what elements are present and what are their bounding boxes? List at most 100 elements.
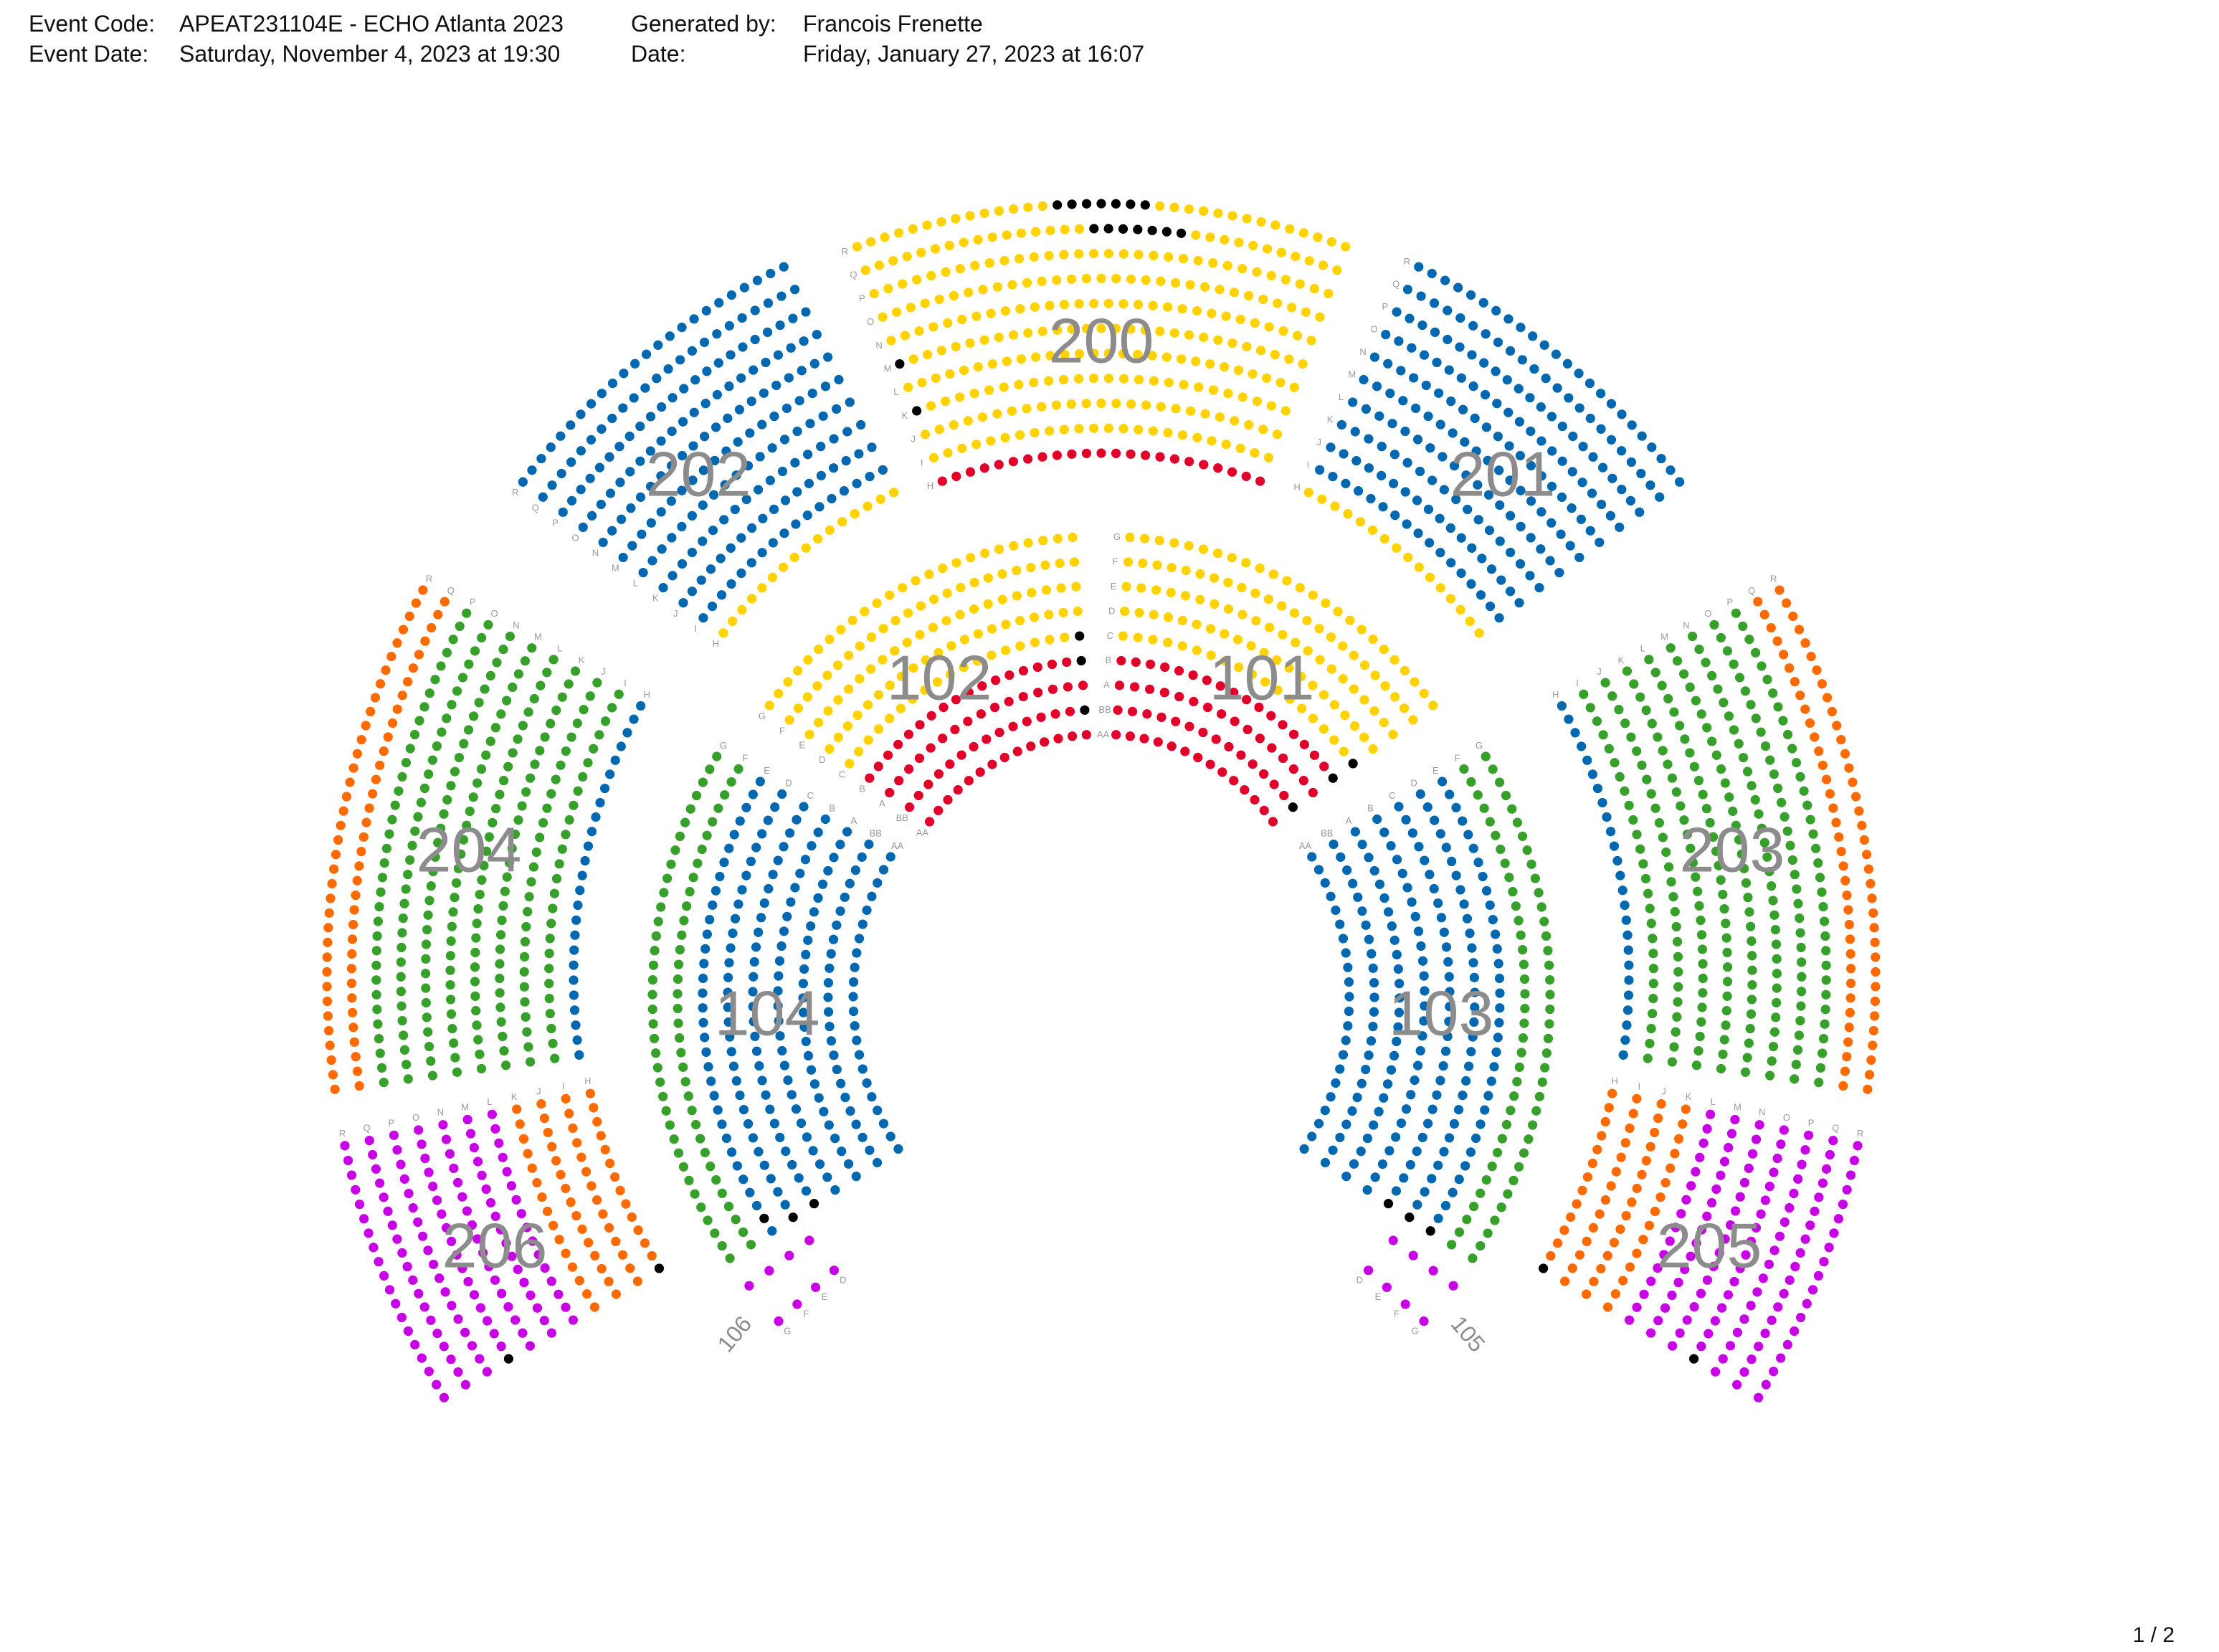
seat[interactable] — [1326, 664, 1336, 674]
seat[interactable] — [1595, 537, 1605, 548]
seat[interactable] — [799, 1022, 809, 1032]
seat[interactable] — [1456, 568, 1466, 579]
seat[interactable] — [1669, 1042, 1679, 1052]
seat[interactable] — [1269, 779, 1279, 789]
seat[interactable] — [792, 1299, 802, 1309]
seat[interactable] — [793, 703, 804, 713]
seat[interactable] — [416, 797, 427, 807]
seat[interactable] — [867, 891, 877, 901]
seat[interactable] — [1481, 329, 1491, 339]
seat[interactable] — [1291, 252, 1301, 262]
seat-held[interactable] — [1328, 773, 1338, 783]
seat[interactable] — [1059, 424, 1069, 435]
seat[interactable] — [1790, 870, 1800, 880]
seat[interactable] — [1195, 569, 1205, 579]
seat[interactable] — [1479, 803, 1489, 813]
seat[interactable] — [1658, 746, 1668, 756]
seat[interactable] — [1111, 323, 1121, 333]
seat[interactable] — [767, 572, 778, 582]
seat[interactable] — [766, 1174, 776, 1184]
seat[interactable] — [569, 800, 579, 810]
seat[interactable] — [1037, 276, 1047, 286]
seat[interactable] — [447, 1023, 457, 1034]
seat[interactable] — [561, 1248, 571, 1258]
seat[interactable] — [502, 696, 512, 706]
seat[interactable] — [1350, 427, 1360, 437]
seat[interactable] — [723, 987, 733, 997]
seat[interactable] — [776, 941, 787, 951]
seat[interactable] — [1694, 901, 1704, 911]
seat[interactable] — [751, 1046, 762, 1056]
seat[interactable] — [501, 1238, 511, 1248]
seat-held[interactable] — [1147, 225, 1157, 236]
seat[interactable] — [1494, 465, 1504, 475]
seat[interactable] — [1156, 276, 1166, 286]
seat[interactable] — [1419, 971, 1429, 981]
seat[interactable] — [351, 1185, 361, 1195]
seat[interactable] — [1177, 615, 1187, 626]
seat[interactable] — [377, 1063, 387, 1073]
seat[interactable] — [1374, 411, 1384, 421]
seat[interactable] — [1270, 220, 1280, 230]
seat[interactable] — [894, 776, 904, 786]
seat[interactable] — [964, 776, 974, 786]
seat[interactable] — [422, 1012, 432, 1022]
seat[interactable] — [1408, 715, 1418, 725]
seat[interactable] — [472, 1020, 482, 1030]
seat[interactable] — [750, 1031, 760, 1041]
seat[interactable] — [326, 893, 336, 903]
seat[interactable] — [1152, 560, 1162, 570]
seat[interactable] — [349, 905, 359, 915]
seat[interactable] — [1409, 373, 1419, 383]
seat[interactable] — [1502, 375, 1512, 385]
seat[interactable] — [691, 1119, 701, 1130]
seat[interactable] — [346, 964, 357, 974]
seat[interactable] — [1111, 274, 1121, 284]
seat[interactable] — [1263, 594, 1274, 604]
seat[interactable] — [358, 832, 369, 842]
seat[interactable] — [738, 1227, 749, 1238]
seat[interactable] — [1407, 897, 1417, 907]
seat[interactable] — [446, 936, 456, 946]
seat[interactable] — [1764, 866, 1774, 877]
seat[interactable] — [1614, 705, 1624, 715]
seat[interactable] — [1714, 1248, 1724, 1258]
seat[interactable] — [857, 1064, 868, 1074]
seat[interactable] — [1318, 724, 1329, 734]
seat[interactable] — [1644, 655, 1654, 665]
seat[interactable] — [536, 454, 546, 464]
seat[interactable] — [1141, 450, 1151, 460]
seat[interactable] — [803, 1050, 814, 1060]
seat[interactable] — [823, 978, 834, 988]
seat[interactable] — [1790, 677, 1800, 687]
seat[interactable] — [1040, 737, 1050, 747]
seat[interactable] — [1543, 1033, 1554, 1043]
seat[interactable] — [1665, 1236, 1675, 1246]
seat[interactable] — [492, 658, 502, 668]
seat[interactable] — [737, 604, 747, 615]
seat[interactable] — [1483, 455, 1493, 465]
seat[interactable] — [650, 946, 660, 956]
seat[interactable] — [1759, 837, 1769, 848]
seat[interactable] — [1237, 392, 1248, 402]
seat[interactable] — [521, 1012, 531, 1022]
seat[interactable] — [428, 866, 438, 877]
seat[interactable] — [1270, 349, 1280, 360]
seat[interactable] — [687, 1106, 697, 1116]
seat[interactable] — [854, 449, 864, 459]
seat[interactable] — [1193, 255, 1203, 266]
seat[interactable] — [504, 858, 515, 868]
seat[interactable] — [1053, 734, 1063, 744]
seat[interactable] — [709, 1091, 719, 1101]
seat[interactable] — [397, 772, 407, 782]
seat[interactable] — [1195, 594, 1205, 604]
seat[interactable] — [957, 443, 967, 454]
seat[interactable] — [1541, 1048, 1552, 1058]
seat[interactable] — [322, 996, 333, 1007]
seat[interactable] — [629, 393, 639, 403]
seat[interactable] — [738, 1174, 749, 1185]
seat[interactable] — [347, 934, 358, 944]
seat[interactable] — [571, 1020, 581, 1030]
seat[interactable] — [916, 601, 926, 611]
seat[interactable] — [635, 421, 645, 432]
